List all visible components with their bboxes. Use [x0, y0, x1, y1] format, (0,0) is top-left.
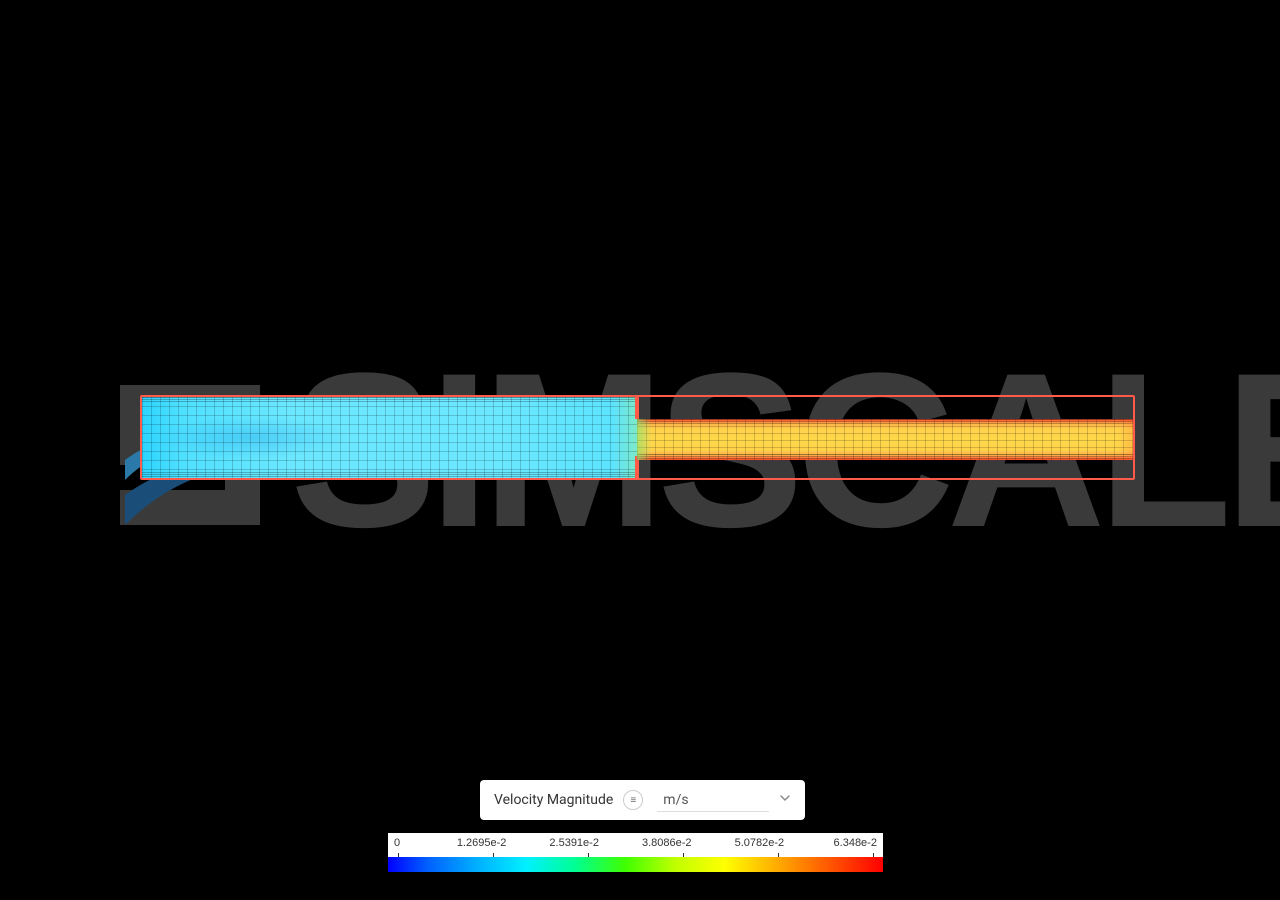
- simulation-result[interactable]: [140, 395, 1135, 480]
- scale-tick-marks: [398, 853, 873, 857]
- legend-unit-label: m/s: [663, 792, 688, 808]
- scale-tick-labels: 0 1.2695e-2 2.5391e-2 3.8086e-2 5.0782e-…: [388, 837, 883, 853]
- boundary-layer-bottom: [637, 454, 1133, 460]
- chevron-down-icon[interactable]: [779, 792, 791, 808]
- scale-tick: 5.0782e-2: [724, 837, 794, 849]
- legend-field-selector[interactable]: Velocity Magnitude ≡ m/s: [480, 780, 805, 820]
- mesh-overlay: [142, 397, 637, 478]
- step-face-top: [635, 397, 639, 419]
- boundary-layer-top: [637, 419, 1133, 425]
- boundary-layer-top: [142, 397, 637, 403]
- color-scale: 0 1.2695e-2 2.5391e-2 3.8086e-2 5.0782e-…: [388, 833, 883, 872]
- color-bar[interactable]: [388, 857, 883, 872]
- mesh-overlay: [637, 419, 1133, 460]
- scale-tick: 6.348e-2: [817, 837, 877, 849]
- scale-tick: 2.5391e-2: [539, 837, 609, 849]
- legend-field-label: Velocity Magnitude: [494, 792, 613, 808]
- boundary-layer-bottom: [142, 472, 637, 478]
- scale-tick: 0: [394, 837, 424, 849]
- legend-menu-icon[interactable]: ≡: [623, 790, 643, 810]
- inlet-pipe-section: [142, 397, 637, 478]
- scale-tick: 1.2695e-2: [447, 837, 517, 849]
- outlet-pipe-section: [637, 419, 1133, 460]
- legend-unit-select[interactable]: m/s: [657, 788, 769, 812]
- scale-tick: 3.8086e-2: [632, 837, 702, 849]
